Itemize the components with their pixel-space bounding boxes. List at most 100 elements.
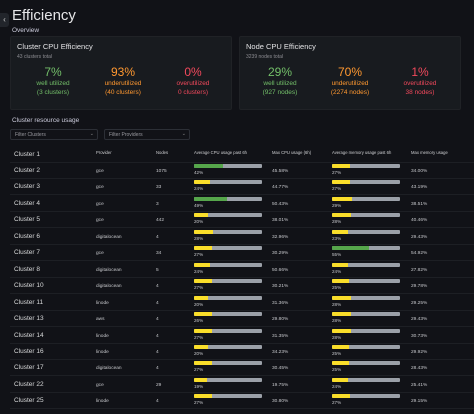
max-cpu-cell: 50.43%: [272, 201, 289, 207]
avg-memory-value: 24%: [332, 268, 342, 274]
max-memory-cell: 29.78%: [411, 284, 428, 290]
table-row[interactable]: Cluster 8 digitalocean 5 24% 50.66% 24% 27.82%: [10, 262, 474, 278]
max-memory-cell: 43.19%: [411, 185, 428, 191]
cluster-name: Cluster 1: [14, 151, 41, 158]
max-memory-cell: 29.43%: [411, 317, 428, 323]
avg-memory-value: 27%: [332, 400, 342, 406]
stat-detail: (3 clusters): [36, 89, 70, 96]
cluster-name: Cluster 5: [14, 216, 41, 224]
provider-cell: gce: [96, 201, 104, 207]
table-row[interactable]: Cluster 16 linode 4 20% 34.23% 25% 29.92%: [10, 344, 474, 360]
avg-cpu-gauge: [194, 312, 262, 317]
column-header-avg-cpu[interactable]: Average CPU usage past 6h: [194, 150, 247, 155]
overview-section-label: Overview: [12, 27, 40, 34]
gauge-fill: [332, 180, 351, 185]
table-row[interactable]: Cluster 7 gce 34 27% 30.29% 55% 54.92%: [10, 245, 474, 262]
avg-cpu-value: 27%: [194, 252, 204, 258]
max-cpu-cell: 30.21%: [272, 284, 289, 290]
gauge-fill: [194, 295, 208, 300]
avg-cpu-value: 27%: [194, 400, 204, 406]
table-row[interactable]: Cluster 1: [10, 147, 474, 163]
max-memory-cell: 54.92%: [411, 251, 428, 257]
avg-cpu-gauge: [194, 394, 262, 399]
avg-memory-gauge: [332, 229, 400, 234]
avg-memory-gauge: [332, 246, 400, 251]
gauge-fill: [194, 361, 213, 366]
avg-cpu-gauge: [194, 213, 262, 218]
avg-memory-value: 25%: [332, 285, 342, 291]
table-row[interactable]: Cluster 2 gce 1075 42% 45.58% 27% 34.00%: [10, 163, 474, 179]
cluster-name: Cluster 13: [14, 315, 44, 323]
avg-memory-gauge: [332, 394, 400, 399]
column-header-avg-memory[interactable]: Average memory usage past 6h: [332, 150, 392, 155]
avg-memory-gauge: [332, 213, 400, 218]
nodes-cell: 4: [156, 399, 159, 405]
max-cpu-cell: 30.45%: [272, 366, 289, 372]
stat-label: well utilized: [36, 80, 70, 87]
column-header-max-memory[interactable]: Max memory usage: [411, 150, 448, 155]
provider-cell: gce: [96, 169, 104, 174]
stat-underutilized: 70% underutilized (2274 nodes): [320, 65, 380, 97]
nodes-cell: 34: [156, 251, 162, 257]
stat-value: 7%: [44, 65, 62, 79]
table-row[interactable]: Cluster 13 aws 4 26% 29.80% 28% 29.43%: [10, 311, 474, 328]
nodes-cell: 4: [156, 349, 159, 355]
avg-memory-gauge: [332, 180, 400, 185]
column-header-max-cpu[interactable]: Max CPU usage (6h): [272, 150, 312, 155]
filter-clusters-select[interactable]: Filter Clusters ⌄: [10, 129, 98, 140]
stat-underutilized: 93% underutilized (40 clusters): [93, 65, 153, 97]
nodes-cell: 33: [156, 185, 162, 191]
max-memory-cell: 30.73%: [411, 333, 428, 339]
avg-cpu-gauge: [194, 328, 262, 333]
max-memory-cell: 34.00%: [411, 169, 428, 174]
avg-memory-value: 29%: [332, 202, 342, 208]
table-row[interactable]: Cluster 5 gce 442 20% 38.01% 28% 40.46%: [10, 212, 474, 229]
avg-cpu-gauge: [194, 196, 262, 201]
sidebar-collapse-button[interactable]: ‹: [0, 13, 9, 27]
table-row[interactable]: Cluster 11 linode 4 20% 31.36% 28% 29.25%: [10, 295, 474, 311]
gauge-fill: [332, 279, 349, 284]
table-row[interactable]: Cluster 17 digitalocean 4 27% 30.45% 25% 28.43…: [10, 360, 474, 377]
cluster-name: Cluster 3: [14, 183, 41, 191]
table-row[interactable]: Cluster 14 linode 4 27% 31.35% 28% 30.73%: [10, 328, 474, 344]
gauge-fill: [332, 262, 349, 267]
avg-memory-gauge: [332, 377, 400, 382]
gauge-fill: [332, 361, 349, 366]
table-row[interactable]: Cluster 3 gce 33 24% 44.77% 27% 43.19%: [10, 179, 474, 196]
provider-cell: linode: [96, 300, 109, 306]
table-row[interactable]: Cluster 22 gce 29 19% 19.75% 24% 25.41%: [10, 377, 474, 393]
avg-memory-gauge: [332, 262, 400, 267]
max-cpu-cell: 30.29%: [272, 251, 289, 257]
filter-providers-select[interactable]: Filter Providers ⌄: [104, 129, 190, 140]
max-memory-cell: 29.92%: [411, 349, 428, 355]
avg-memory-value: 27%: [332, 170, 342, 175]
max-memory-cell: 27.82%: [411, 267, 428, 273]
gauge-fill: [332, 246, 370, 251]
column-header-provider[interactable]: Provider: [96, 150, 112, 155]
avg-cpu-gauge: [194, 377, 262, 382]
gauge-fill: [332, 344, 349, 349]
avg-memory-value: 55%: [332, 252, 342, 258]
avg-cpu-value: 24%: [194, 186, 204, 192]
panel-subtitle: 43 clusters total: [17, 54, 53, 60]
gauge-fill: [194, 262, 211, 267]
table-row[interactable]: Cluster 25 linode 4 27% 30.80% 27% 29.15%: [10, 393, 474, 410]
table-row[interactable]: Cluster 10 digitalocean 4 27% 30.21% 25% 29.78…: [10, 278, 474, 295]
stat-overutilized: 1% overutilized 38 nodes): [390, 65, 450, 97]
max-cpu-cell: 50.66%: [272, 267, 289, 273]
avg-cpu-gauge: [194, 164, 262, 168]
gauge-fill: [332, 312, 352, 317]
gauge-fill: [194, 279, 213, 284]
table-row[interactable]: Cluster 4 gce 3 49% 50.43% 29% 38.51%: [10, 196, 474, 212]
gauge-fill: [332, 295, 352, 300]
stat-detail: (2274 nodes): [330, 89, 370, 96]
column-header-nodes[interactable]: Nodes: [156, 150, 169, 155]
cluster-name: Cluster 14: [14, 331, 44, 339]
gauge-fill: [194, 196, 228, 201]
cluster-name: Cluster 8: [14, 265, 41, 273]
max-memory-cell: 28.43%: [411, 366, 428, 372]
avg-memory-gauge: [332, 196, 400, 201]
nodes-cell: 4: [156, 317, 159, 323]
table-row[interactable]: Cluster 6 digitalocean 4 28% 32.96% 23% 29.43%: [10, 229, 474, 245]
max-cpu-cell: 31.36%: [272, 300, 289, 306]
